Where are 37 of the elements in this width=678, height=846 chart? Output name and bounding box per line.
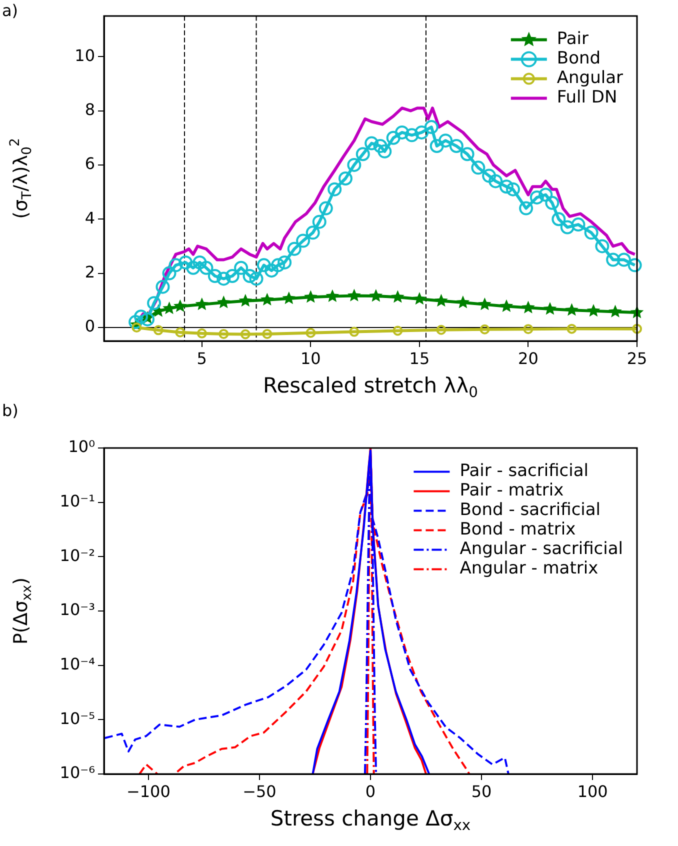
x-tick-label: 20 [518,348,538,368]
text: b) [2,401,18,420]
x-tick-label: 100 [577,782,608,801]
x-tick-label: 15 [409,348,430,368]
y-tick-label: 6 [84,154,95,174]
x-tick-label: −100 [126,782,170,801]
y-tick-label: 10 [74,46,95,65]
legend-label: Pair [556,29,589,50]
y-tick-label: 4 [84,208,95,228]
legend-label: Angular [556,68,624,88]
y-tick-label: 10⁻³ [60,600,95,620]
y-tick-label: 8 [84,100,95,119]
legend-label: Angular - matrix [460,558,598,579]
legend-label: Pair - sacrificial [460,461,589,482]
x-tick-label: −50 [242,782,276,801]
y-tick-label: 10⁻⁶ [60,763,95,782]
y-tick-label: 10⁻⁵ [60,708,95,728]
y-axis-title: (σT/λ)λ02 [8,138,36,219]
text: a) [2,1,18,20]
legend-label: Full DN [556,88,618,108]
legend-label: Bond - matrix [460,520,576,540]
legend-label: Bond [556,48,601,69]
legend-label: Bond - sacrificial [460,500,601,520]
x-tick-label: 25 [626,348,648,368]
legend-label: Pair - matrix [460,480,564,501]
x-tick-label: 5 [196,348,207,368]
y-tick-label: 10⁻⁴ [60,654,95,674]
y-tick-label: 10⁻² [60,546,95,565]
y-tick-label: 10⁰ [68,437,95,456]
y-tick-label: 10⁻¹ [60,491,95,510]
x-tick-label: 50 [471,782,492,801]
x-tick-label: 0 [365,782,376,801]
y-tick-label: 2 [84,262,95,282]
legend-label: Angular - sacrificial [460,539,624,560]
y-tick-label: 0 [84,316,95,336]
x-tick-label: 10 [300,348,321,368]
y-axis-title: P(Δσxx) [10,577,36,645]
